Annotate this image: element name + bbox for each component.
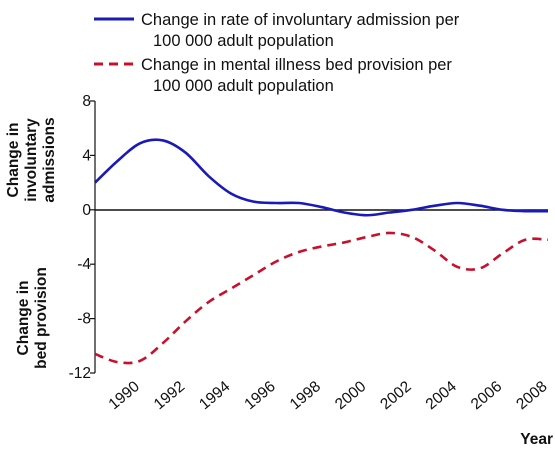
x-tick-label: 1998	[287, 378, 324, 413]
x-tick-label: 2000	[332, 378, 370, 413]
series-line-admissions	[94, 138, 549, 217]
series-layer	[94, 138, 549, 365]
y-axis-title-admissions-line1: Change in	[5, 123, 22, 198]
x-tick-label: 1996	[241, 378, 278, 413]
x-ticks: 1990 1992 1994 1996 1998 2000 2002 2004 2006 2008	[106, 378, 551, 413]
y-tick-label: -4	[77, 256, 91, 273]
legend: Change in rate of involuntary admission …	[94, 11, 460, 95]
y-tick-label: 4	[82, 147, 91, 164]
legend-label-bed-provision-line2: 100 000 adult population	[153, 77, 334, 95]
x-tick-label: 1992	[151, 378, 188, 413]
y-tick-label: -8	[77, 311, 91, 328]
y-axis-title-admissions-line3: admissions	[41, 117, 58, 202]
x-tick-label: 1994	[196, 378, 234, 413]
series-line-bed-provision	[94, 231, 549, 365]
y-axis-title-bed-provision-line2: bed provision	[33, 267, 50, 369]
x-tick-label: 2008	[513, 378, 550, 413]
x-tick-label: 2006	[468, 378, 505, 413]
x-tick-label: 2004	[423, 378, 461, 413]
y-tick-label: 8	[82, 93, 91, 110]
legend-label-admissions-line1: Change in rate of involuntary admission …	[141, 11, 460, 29]
y-tick-label: -12	[69, 365, 91, 382]
x-tick-label: 1990	[106, 378, 144, 413]
y-axis-title-bed-provision-line1: Change in	[15, 281, 32, 356]
y-axis-title-bed-provision: Change in bed provision	[15, 267, 50, 369]
y-ticks: 8 4 0 -4 -8 -12	[69, 93, 95, 382]
x-tick-label: 2002	[377, 378, 414, 413]
legend-label-admissions-line2: 100 000 adult population	[153, 32, 334, 50]
y-axis-title-admissions: Change in involuntary admissions	[5, 117, 58, 202]
x-axis-title: Year	[520, 431, 553, 448]
y-axis-title-admissions-line2: involuntary	[23, 118, 40, 202]
y-tick-label: 0	[82, 202, 91, 219]
legend-label-bed-provision-line1: Change in mental illness bed provision p…	[141, 56, 452, 74]
